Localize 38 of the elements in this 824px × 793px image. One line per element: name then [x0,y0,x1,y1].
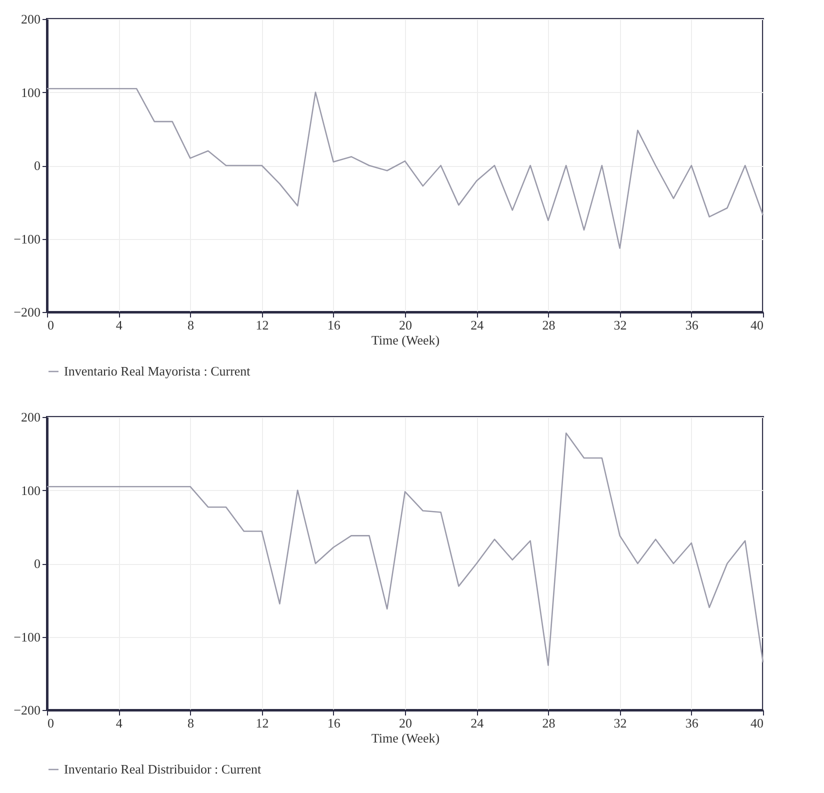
y-tick-label: 100 [21,84,40,100]
y-tick-label: −200 [14,702,40,718]
y-tick-label: −200 [14,304,40,320]
y-tick-label: 200 [21,410,40,424]
x-tick-label: 8 [187,716,194,730]
x-tick-label: 36 [685,716,699,730]
x-tick-label: 8 [187,318,194,332]
x-tick-label: 28 [542,716,556,730]
y-tick-label: −100 [14,629,40,644]
x-tick-label: 12 [256,716,269,730]
x-tick-label: 0 [48,318,54,332]
x-tick-label: 16 [327,318,341,332]
x-tick-label: 0 [48,716,54,730]
x-tick-label: 12 [256,318,269,332]
line-series [46,88,764,249]
x-tick-label: 4 [116,716,123,730]
legend-label: Inventario Real Distribuidor : Current [64,762,262,776]
x-tick-label: 40 [750,318,764,332]
y-tick-label: 100 [21,482,40,498]
x-tick-label: 28 [542,318,556,332]
x-tick-label: 36 [685,318,699,332]
legend-label: Inventario Real Mayorista : Current [64,364,251,378]
x-tick-label: 20 [399,318,412,332]
y-tick-label: −100 [14,231,40,246]
x-tick-label: 40 [750,716,764,730]
x-tick-label: 32 [614,716,627,730]
x-axis-title: Time (Week) [371,332,440,348]
y-tick-label: 200 [21,12,40,26]
x-tick-label: 16 [327,716,341,730]
x-axis-title: Time (Week) [371,730,440,746]
x-tick-label: 32 [614,318,627,332]
x-tick-label: 24 [470,716,484,730]
x-tick-label: 20 [399,716,412,730]
y-tick-label: 0 [34,158,40,173]
y-tick-label: 0 [34,556,40,571]
x-tick-label: 24 [470,318,484,332]
x-tick-label: 4 [116,318,123,332]
line-series [46,432,764,666]
